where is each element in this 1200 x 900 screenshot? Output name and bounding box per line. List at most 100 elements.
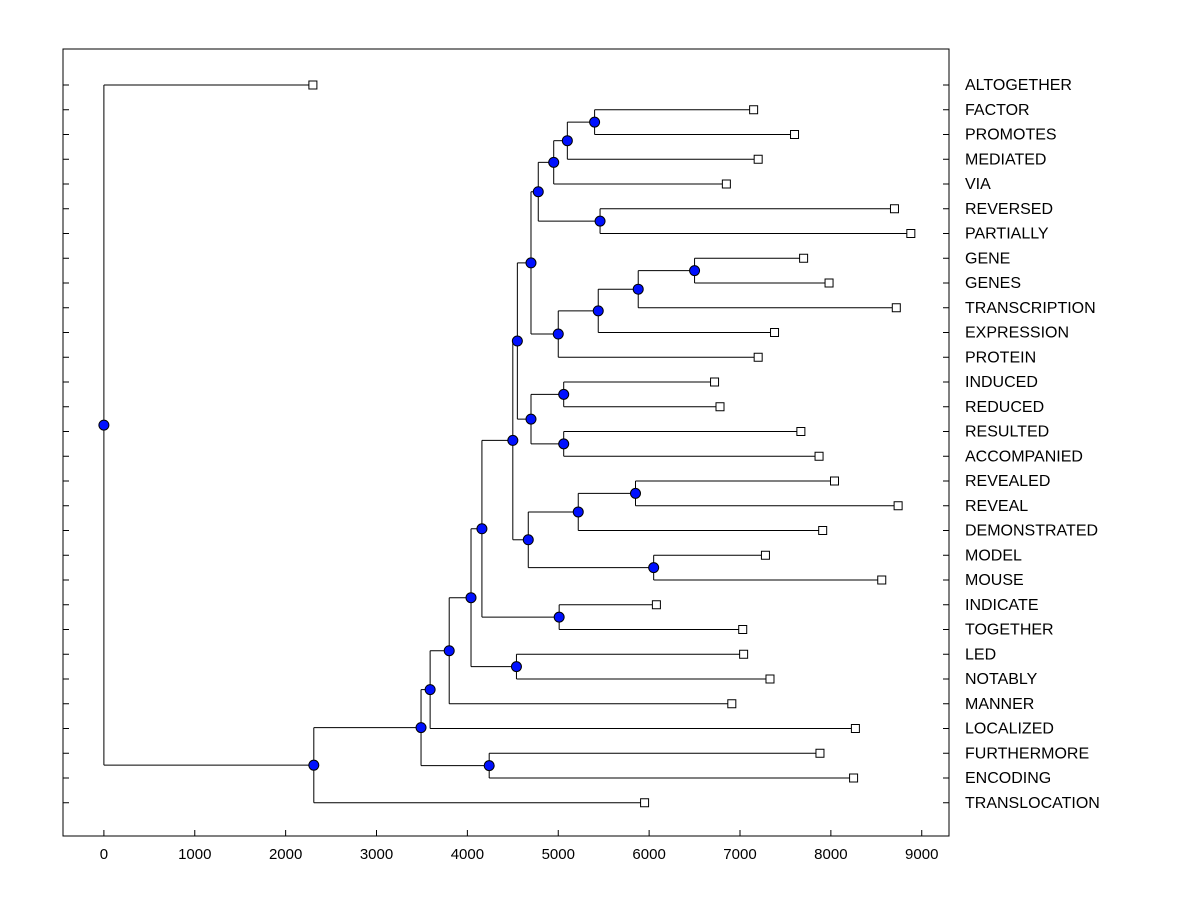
leaf-label-reversed: REVERSED xyxy=(965,201,1053,218)
leaf-marker-manner xyxy=(727,699,737,709)
merge-node-n_rev_reveal xyxy=(629,487,641,499)
leaf-label-resulted: RESULTED xyxy=(965,424,1049,441)
leaf-marker-resulted xyxy=(796,427,806,436)
merge-node-n_top26 xyxy=(443,645,455,657)
leaf-label-localized: LOCALIZED xyxy=(965,721,1054,738)
leaf-label-factor: FACTOR xyxy=(965,102,1030,119)
leaf-label-model: MODEL xyxy=(965,547,1022,564)
y-axis-ticks xyxy=(63,84,949,804)
leaf-marker-mediated xyxy=(753,154,763,164)
leaf-label-led: LED xyxy=(965,646,996,663)
leaf-marker-encoding xyxy=(849,773,859,783)
plot-frame xyxy=(62,48,950,837)
merge-node-n_top7 xyxy=(532,186,544,198)
leaf-label-mouse: MOUSE xyxy=(965,572,1024,589)
x-tick-label-2000: 2000 xyxy=(269,846,302,863)
leaf-marker-partially xyxy=(906,229,916,238)
leaf-marker-demonstrated xyxy=(818,526,828,535)
merge-node-n_ggte xyxy=(592,305,604,317)
leaf-label-translocation: TRANSLOCATION xyxy=(965,795,1100,812)
leaf-marker-together xyxy=(738,625,748,634)
leaf-marker-induced xyxy=(710,377,720,387)
leaf-marker-expression xyxy=(770,328,780,337)
x-tick-label-0: 0 xyxy=(100,846,108,863)
leaf-label-manner: MANNER xyxy=(965,696,1034,713)
leaf-label-altogether: ALTOGETHER xyxy=(965,77,1072,94)
leaf-label-reduced: REDUCED xyxy=(965,399,1044,416)
leaf-marker-mouse xyxy=(877,575,887,585)
leaf-label-furthermore: FURTHERMORE xyxy=(965,745,1089,762)
merge-node-n_factor_promotes xyxy=(589,116,601,128)
merge-node-n_fur_enc xyxy=(483,760,495,772)
leaf-marker-revealed xyxy=(830,476,840,486)
leaf-marker-notably xyxy=(765,674,775,684)
merge-node-n_res_acc xyxy=(558,438,570,450)
leaf-marker-promotes xyxy=(790,130,800,139)
x-axis: 0 1000 2000 3000 4000 5000 6000 7000 8000 9000 xyxy=(100,830,938,863)
x-tick-label-8000: 8000 xyxy=(814,846,847,863)
leaf-label-expression: EXPRESSION xyxy=(965,325,1069,342)
merge-node-n_rev_part xyxy=(594,215,606,227)
merge-node-n_led_not xyxy=(510,661,522,673)
x-tick-label-6000: 6000 xyxy=(632,846,665,863)
leaf-marker-accompanied xyxy=(814,451,824,461)
x-tick-label-7000: 7000 xyxy=(723,846,756,863)
leaf-label-revealed: REVEALED xyxy=(965,473,1050,490)
leaf-marker-indicate xyxy=(651,600,661,610)
leaf-label-genes: GENES xyxy=(965,275,1021,292)
leaf-label-induced: INDUCED xyxy=(965,374,1038,391)
merge-node-n_lower xyxy=(308,759,320,771)
leaf-marker-reveal xyxy=(893,501,903,511)
leaf-label-gene: GENE xyxy=(965,250,1010,267)
leaf-label-indicate: INDICATE xyxy=(965,597,1038,614)
merge-node-n_ind_red xyxy=(558,388,570,400)
x-tick-label-3000: 3000 xyxy=(360,846,393,863)
merge-node-n_top12 xyxy=(525,257,537,269)
leaf-label-transcription: TRANSCRIPTION xyxy=(965,300,1096,317)
merge-node-n_ggt xyxy=(632,283,644,295)
merge-node-n_top25 xyxy=(465,592,477,604)
leaf-marker-protein xyxy=(753,352,763,362)
merge-node-n_fpmv xyxy=(548,156,560,168)
merge-node-n_top23 xyxy=(476,523,488,535)
leaf-marker-factor xyxy=(749,105,759,115)
leaf-marker-transcription xyxy=(891,303,901,313)
leaf-marker-gene xyxy=(799,253,809,263)
leaf-marker-model xyxy=(760,550,770,560)
merge-node-n_fpm xyxy=(561,135,573,147)
leaf-marker-furthermore xyxy=(815,748,825,758)
leaf-markers xyxy=(308,80,916,808)
merge-node-n_top21 xyxy=(507,434,519,446)
merge-node-n_gene_genes xyxy=(689,265,701,277)
merge-node-n_ind_tog xyxy=(553,611,565,623)
leaf-label-mediated: MEDIATED xyxy=(965,151,1046,168)
leaf-marker-led xyxy=(739,649,749,659)
leaf-marker-reversed xyxy=(889,204,899,214)
leaf-marker-altogether xyxy=(308,80,318,90)
leaf-label-accompanied: ACCOMPANIED xyxy=(965,448,1083,465)
x-tick-label-1000: 1000 xyxy=(178,846,211,863)
x-tick-label-5000: 5000 xyxy=(542,846,575,863)
branch-lines xyxy=(103,84,911,804)
leaf-marker-reduced xyxy=(715,402,725,412)
leaf-labels: ALTOGETHER FACTOR PROMOTES MEDIATED VIA REVER… xyxy=(965,77,1100,812)
leaf-label-partially: PARTIALLY xyxy=(965,226,1049,243)
merge-node-n_ggtep xyxy=(552,328,564,340)
leaf-label-promotes: PROMOTES xyxy=(965,127,1057,144)
leaf-label-via: VIA xyxy=(965,176,991,193)
x-tick-label-4000: 4000 xyxy=(451,846,484,863)
leaf-marker-localized xyxy=(850,724,860,733)
leaf-marker-genes xyxy=(824,278,834,288)
merge-node-n_root xyxy=(98,419,110,431)
merge-node-n_irra xyxy=(525,413,537,425)
leaf-label-protein: PROTEIN xyxy=(965,349,1036,366)
merge-node-n_top16 xyxy=(511,335,523,347)
merge-node-n_top27 xyxy=(424,684,436,696)
leaf-label-demonstrated: DEMONSTRATED xyxy=(965,523,1098,540)
leaf-marker-translocation xyxy=(640,798,650,808)
leaf-label-together: TOGETHER xyxy=(965,622,1054,639)
leaf-marker-via xyxy=(721,179,731,189)
leaf-label-notably: NOTABLY xyxy=(965,671,1038,688)
merge-nodes xyxy=(98,116,701,772)
